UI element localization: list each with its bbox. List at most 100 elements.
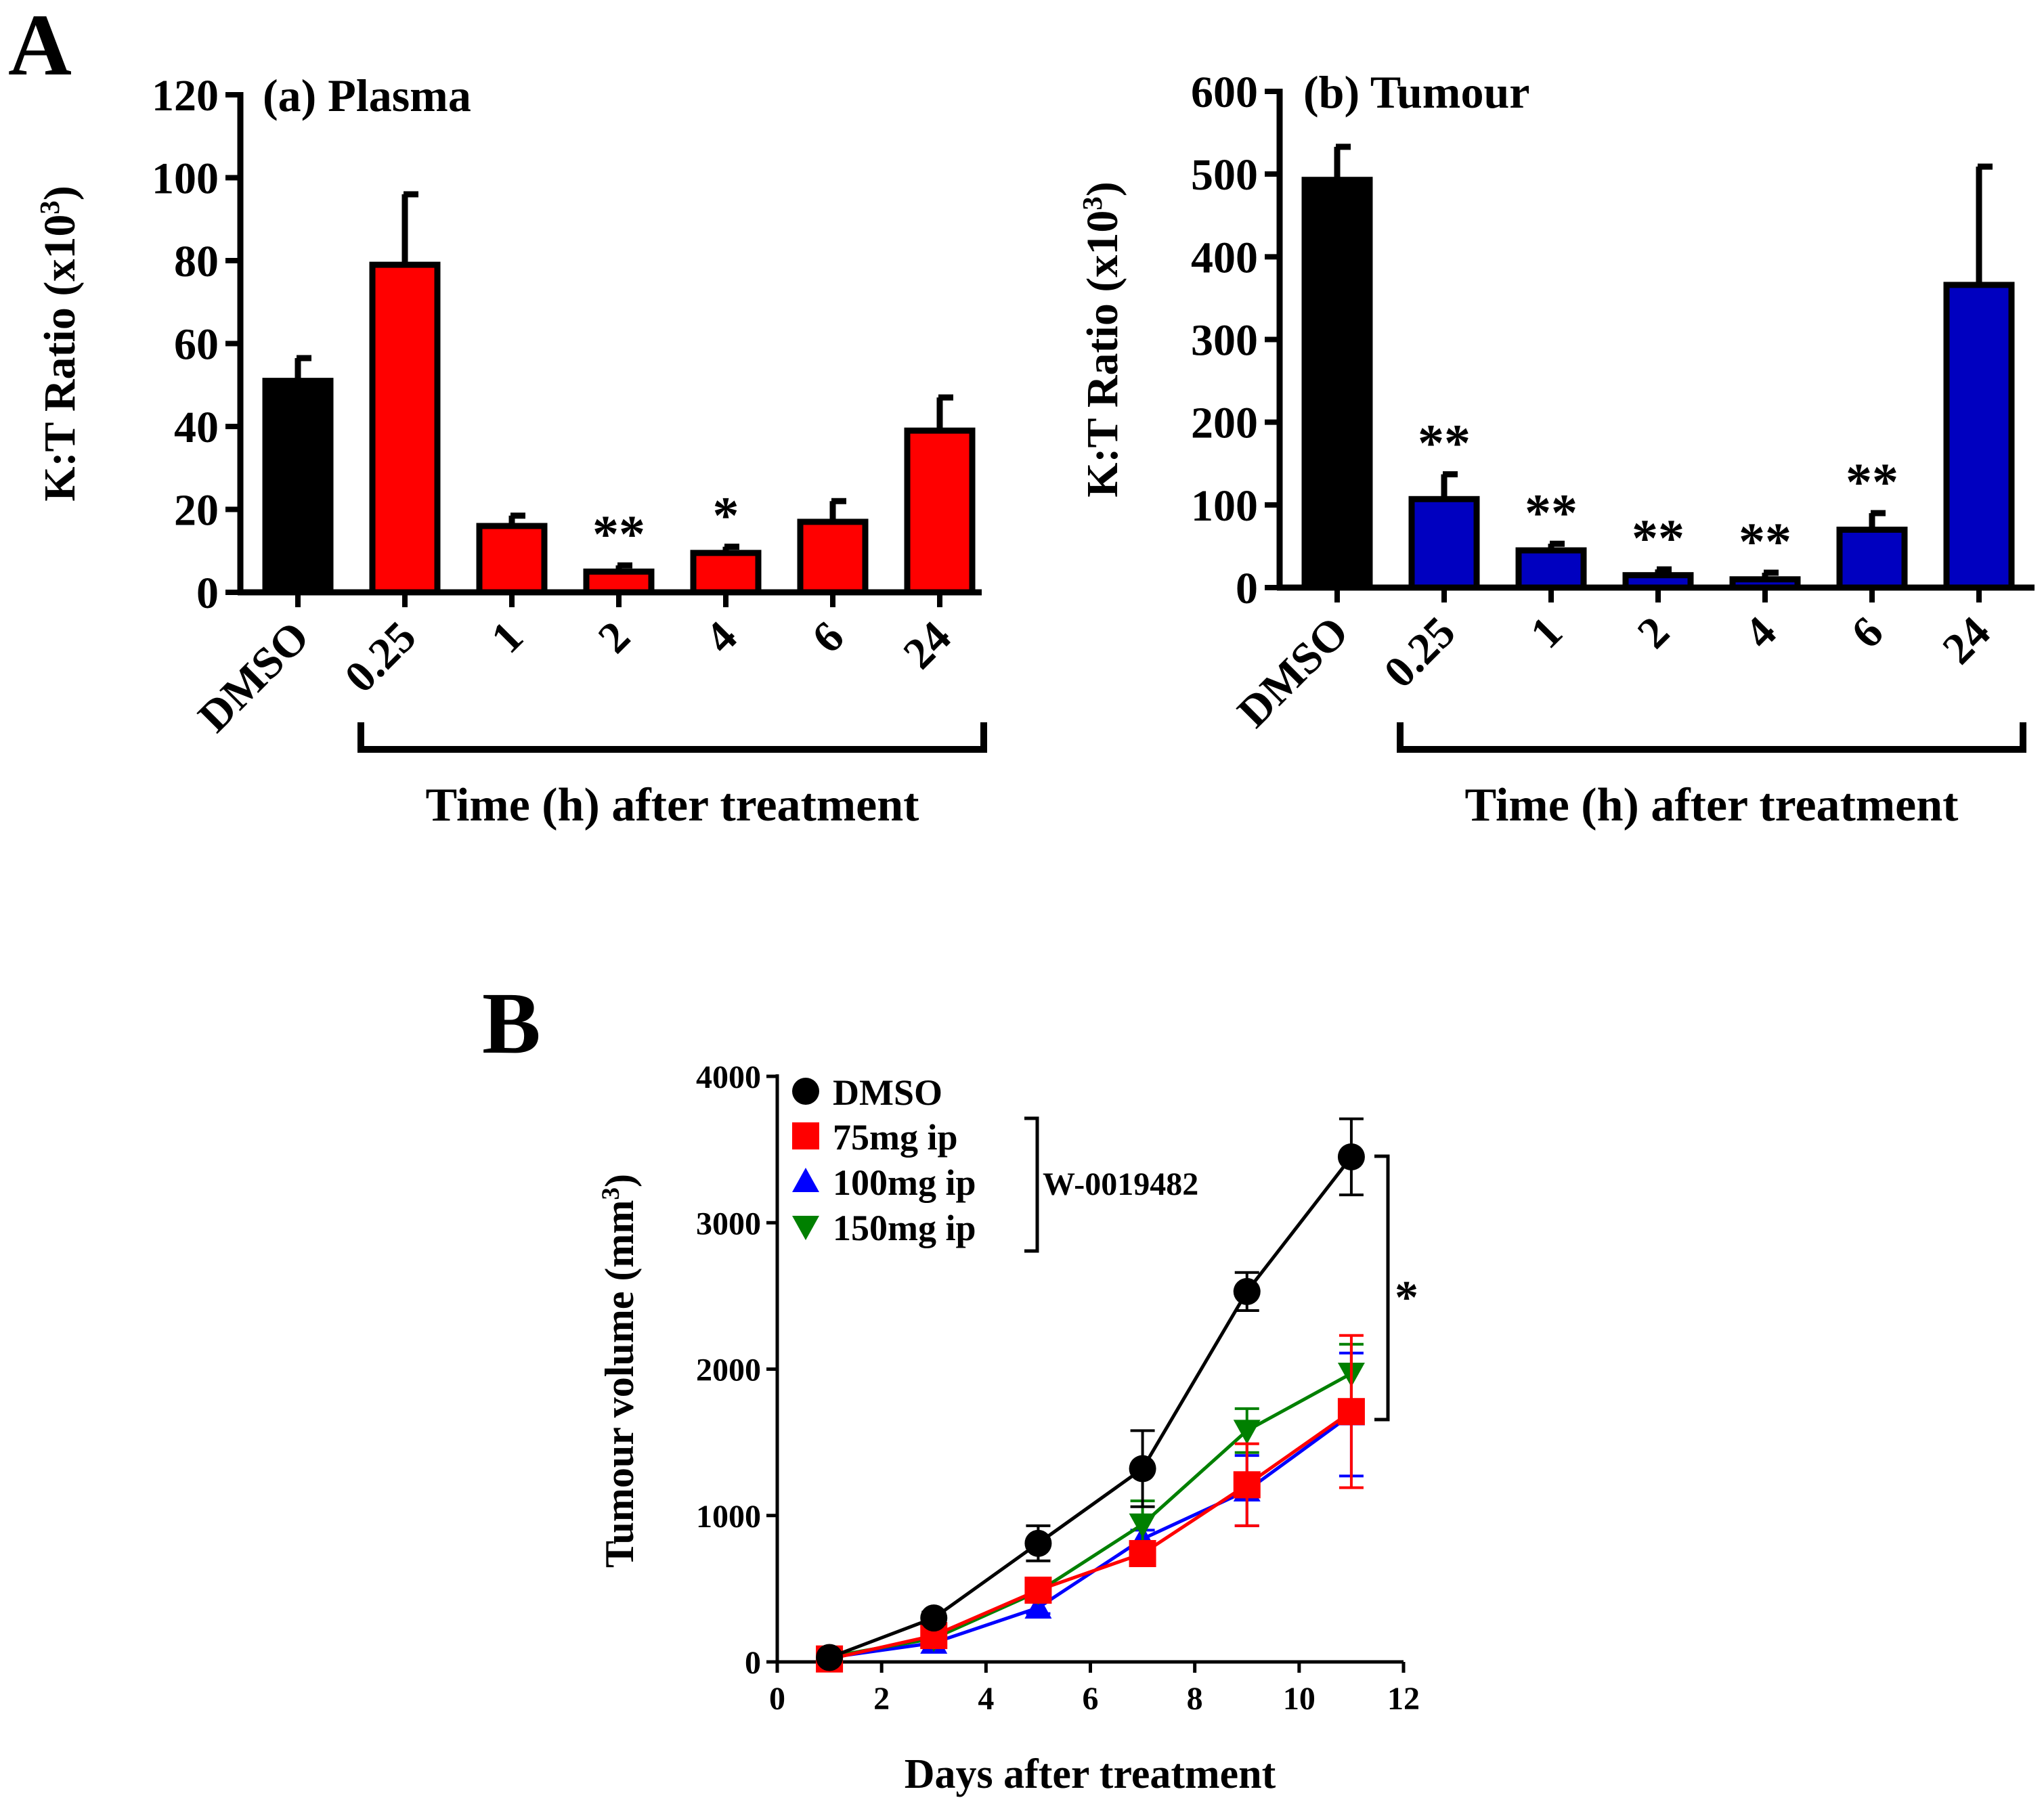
tumour-x-tick-label: 1 xyxy=(1521,607,1572,658)
tumour-x-tick-label: 0.25 xyxy=(1374,607,1464,697)
tumour-significance-mark: ** xyxy=(1846,452,1898,511)
panel-label-a: A xyxy=(8,0,72,94)
plasma-x-tick-label: 2 xyxy=(589,612,640,663)
volume-series-dmso-point xyxy=(920,1604,948,1632)
plasma-x-tick-label: 24 xyxy=(894,612,960,678)
plasma-x-tick-label: 4 xyxy=(696,612,747,663)
tumour-time-bracket xyxy=(1397,722,2026,753)
tumour-y-tick-label: 300 xyxy=(1191,316,1258,366)
plasma-x-tick-label: 0.25 xyxy=(335,612,425,702)
tumour-bar xyxy=(1836,526,1908,591)
tumour-x-tick-label: 24 xyxy=(1933,607,1999,674)
tumour-significance-mark: ** xyxy=(1525,483,1578,542)
plasma-significance-mark: * xyxy=(713,486,739,545)
volume-x-tick-label: 10 xyxy=(1283,1681,1315,1717)
plasma-significance-mark: ** xyxy=(592,504,645,563)
legend-150mg-ip-label: 150mg ip xyxy=(833,1208,976,1248)
panel-label-b: B xyxy=(482,975,541,1072)
volume-series-75mg-ip-point xyxy=(1129,1539,1156,1567)
plasma-x-tick-label: DMSO xyxy=(189,612,319,742)
volume-x-tick-label: 2 xyxy=(873,1681,890,1717)
volume-y-tick-label: 3000 xyxy=(696,1206,761,1242)
tumour-bar xyxy=(1301,177,1373,591)
legend-100mg-ip-marker xyxy=(792,1168,819,1192)
plasma-bar xyxy=(476,523,548,596)
tumour-y-tick-label: 200 xyxy=(1191,399,1258,448)
volume-series-75mg-ip-point xyxy=(1024,1577,1052,1604)
plasma-bar xyxy=(797,519,869,596)
tumour-x-tick-label: 4 xyxy=(1735,607,1786,658)
volume-series-75mg-ip-line xyxy=(829,1410,1353,1661)
volume-x-tick-label: 4 xyxy=(978,1681,994,1717)
tumour-y-tick-label: 500 xyxy=(1191,150,1258,200)
volume-series-100mg-ip-line xyxy=(829,1413,1353,1659)
volume-x-axis-label: Days after treatment xyxy=(905,1751,1276,1797)
legend-75mg-ip-label: 75mg ip xyxy=(833,1117,958,1158)
tumour-x-tick-label: 6 xyxy=(1842,607,1893,658)
plasma-bar xyxy=(369,261,441,596)
legend-group-bracket xyxy=(1024,1116,1039,1253)
volume-significance-mark: * xyxy=(1395,1272,1418,1324)
tumour-y-tick-label: 0 xyxy=(1236,564,1258,613)
plasma-x-axis-label: Time (h) after treatment xyxy=(426,779,919,831)
legend-dmso-marker xyxy=(792,1078,819,1105)
volume-series-dmso-point xyxy=(1129,1455,1156,1483)
tumour-title: (b) Tumour xyxy=(1303,66,1529,118)
volume-series-dmso-point xyxy=(1337,1143,1365,1170)
plasma-time-bracket xyxy=(357,722,987,753)
volume-y-tick-label: 1000 xyxy=(696,1499,761,1535)
tumour-y-tick-label: 600 xyxy=(1191,68,1258,117)
legend-group-label: W-0019482 xyxy=(1043,1166,1198,1202)
volume-series-150mg-ip-line xyxy=(829,1371,1353,1659)
plasma-y-tick-label: 0 xyxy=(196,569,219,618)
volume-x-tick-label: 6 xyxy=(1083,1681,1099,1717)
plasma-y-tick-label: 120 xyxy=(152,71,219,120)
plasma-y-tick-label: 80 xyxy=(174,237,219,286)
volume-y-tick-label: 4000 xyxy=(696,1059,761,1095)
tumour-y-axis-label: K:T Ratio (x103) xyxy=(1077,181,1127,498)
plasma-x-tick-label: 6 xyxy=(803,612,854,663)
tumour-bar xyxy=(1515,547,1587,591)
volume-series-dmso-point xyxy=(816,1644,844,1671)
tumour-bar-chart: DMSO ** 0.25 ** 1 ** 2 ** 4 ** 6 24 0 100 200 300 400 500… xyxy=(1077,66,2035,831)
plasma-y-tick-label: 100 xyxy=(152,154,219,204)
plasma-title: (a) Plasma xyxy=(263,70,471,121)
tumour-x-tick-label: 2 xyxy=(1628,607,1679,658)
tumour-bar xyxy=(1408,496,1480,591)
plasma-y-tick-label: 40 xyxy=(174,403,219,452)
plasma-bar-chart: DMSO 0.25 1 ** 2 * 4 6 24 0 20 40 60 80 100 120 (a) Plas… xyxy=(35,70,987,831)
volume-series-dmso-point xyxy=(1024,1529,1052,1557)
volume-series-100mg-ip-point xyxy=(1024,1594,1052,1619)
legend-75mg-ip-marker xyxy=(792,1122,819,1149)
legend-150mg-ip-marker xyxy=(792,1216,819,1240)
tumour-significance-mark: ** xyxy=(1632,508,1684,567)
volume-series-dmso-point xyxy=(1233,1277,1261,1305)
volume-y-tick-label: 2000 xyxy=(696,1353,761,1388)
volume-y-tick-label: 0 xyxy=(745,1645,761,1681)
legend-100mg-ip-label: 100mg ip xyxy=(833,1162,976,1203)
volume-series-75mg-ip-point xyxy=(1233,1471,1261,1499)
plasma-y-tick-label: 20 xyxy=(174,486,219,535)
tumour-y-tick-label: 100 xyxy=(1191,481,1258,531)
volume-y-axis-label: Tumour volume (mm3) xyxy=(597,1174,642,1568)
tumour-significance-mark: ** xyxy=(1739,512,1791,571)
volume-x-tick-label: 8 xyxy=(1187,1681,1203,1717)
tumour-x-tick-label: DMSO xyxy=(1228,607,1358,737)
legend-dmso-label: DMSO xyxy=(833,1072,942,1113)
tumour-x-axis-label: Time (h) after treatment xyxy=(1465,779,1959,831)
tumour-significance-mark: ** xyxy=(1418,414,1471,473)
plasma-x-tick-label: 1 xyxy=(482,612,533,663)
volume-series-150mg-ip-point xyxy=(1129,1513,1156,1538)
volume-significance-bracket xyxy=(1374,1154,1390,1422)
volume-x-tick-label: 0 xyxy=(769,1681,785,1717)
volume-series-150mg-ip-point xyxy=(1233,1420,1261,1445)
plasma-bar xyxy=(690,550,762,596)
plasma-bar xyxy=(904,427,976,596)
tumour-bar xyxy=(1943,282,2015,591)
volume-x-tick-label: 12 xyxy=(1387,1681,1420,1717)
volume-series-dmso-line xyxy=(829,1156,1353,1659)
plasma-y-axis-label: K:T Ratio (x103) xyxy=(35,185,85,502)
tumour-y-tick-label: 400 xyxy=(1191,233,1258,282)
